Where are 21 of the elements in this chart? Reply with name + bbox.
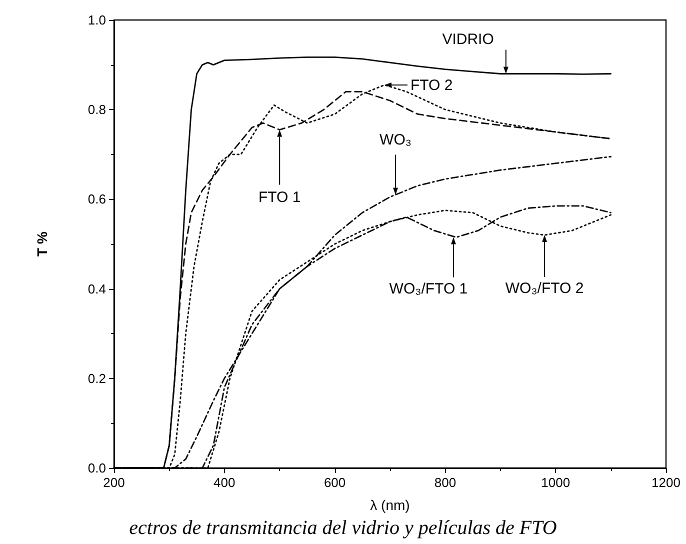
annotation: FTO 2 (410, 76, 453, 94)
y-tick-label: 0.0 (88, 460, 106, 476)
y-tick-label: 0.2 (88, 370, 106, 386)
annotation: FTO 1 (258, 188, 301, 206)
x-tick-label: 1200 (652, 475, 680, 490)
x-tick-label: 1000 (541, 475, 570, 490)
y-tick-label: 0.6 (88, 192, 106, 207)
y-tick-label: 0.4 (88, 281, 106, 296)
x-axis-title: λ (nm) (370, 497, 410, 513)
text: ectros de transmitancia del vidrio y películas de FTO (129, 517, 557, 539)
annotation: WO₃/FTO 1 (389, 280, 468, 298)
x-tick-label: 200 (103, 475, 125, 490)
annotation: WO₃ (380, 132, 412, 149)
x-tick-label: 800 (434, 475, 456, 490)
y-tick-label: 0.8 (88, 102, 106, 118)
x-tick-label: 400 (214, 475, 236, 490)
x-tick-label: 600 (324, 475, 346, 490)
y-tick-label: 1.0 (88, 12, 106, 28)
annotation: VIDRIO (442, 30, 494, 48)
y-axis-title: T % (34, 231, 50, 256)
annotation: WO₃/FTO 2 (505, 280, 584, 298)
